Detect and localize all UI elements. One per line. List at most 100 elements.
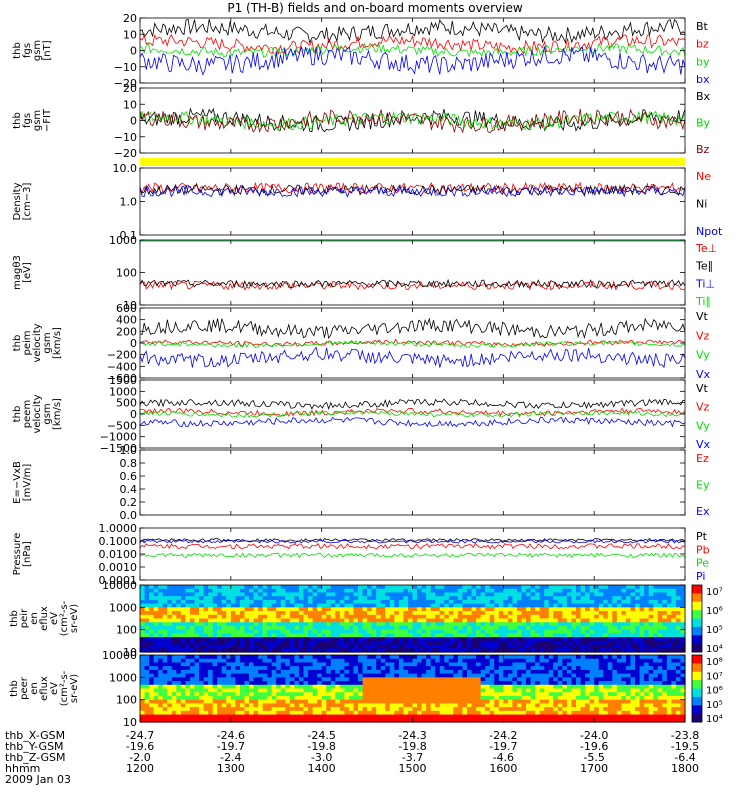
spectrogram-cell [212, 607, 218, 612]
spectrogram-cell [462, 677, 468, 682]
spectrogram-cell [312, 607, 318, 612]
spectrogram-cell [435, 596, 441, 601]
spectrogram-cell [239, 666, 246, 671]
spectrogram-cell [426, 662, 432, 667]
spectrogram-cell [657, 666, 663, 671]
spectrogram-cell [562, 692, 568, 697]
spectrogram-cell [635, 611, 641, 616]
spectrogram-cell [421, 592, 427, 597]
spectrogram-cell [662, 622, 668, 627]
spectrogram-cell [203, 699, 209, 704]
spectrogram-cell [330, 707, 336, 712]
spectrogram-cell [412, 703, 418, 708]
spectrogram-cell [298, 688, 305, 693]
spectrogram-cell [176, 633, 182, 638]
spectrogram-cell [321, 684, 327, 690]
spectrogram-cell [494, 622, 500, 627]
spectrogram-cell [185, 662, 191, 667]
spectrogram-cell [662, 703, 668, 708]
spectrogram-cell [553, 588, 559, 594]
spectrogram-cell [657, 699, 663, 704]
spectrogram-cell [217, 607, 223, 612]
spectrogram-cell [376, 703, 382, 708]
spectrogram-cell [153, 681, 159, 686]
spectrogram-cell [426, 714, 432, 719]
spectrogram-cell [412, 637, 418, 642]
legend-entry: Pt [696, 530, 708, 543]
spectrogram-cell [530, 633, 536, 638]
spectrogram-cell [444, 625, 450, 631]
x-tick-label: 1800 [671, 762, 699, 775]
colorbar-segment [692, 635, 702, 645]
spectrogram-cell [212, 637, 218, 642]
spectrogram-cell [258, 699, 264, 704]
spectrogram-cell [317, 625, 323, 631]
x-tick-label: -19.7 [217, 740, 245, 753]
spectrogram-cell [308, 592, 314, 597]
spectrogram-cell [203, 666, 209, 671]
spectrogram-cell [485, 718, 491, 723]
spectrogram-cell [212, 684, 218, 690]
spectrogram-cell [321, 710, 327, 716]
spectrogram-cell [666, 644, 672, 649]
spectrogram-cell [675, 599, 682, 605]
spectrogram-cell [680, 618, 686, 623]
spectrogram-cell [226, 695, 232, 701]
spectrogram-cell [539, 625, 545, 631]
spectrogram-cell [308, 692, 314, 697]
spectrogram-cell [457, 603, 464, 608]
spectrogram-cell [494, 648, 500, 653]
spectrogram-cell [453, 599, 459, 605]
spectrogram-cell [589, 629, 595, 634]
spectrogram-cell [621, 633, 627, 638]
spectrogram-cell [194, 633, 200, 638]
spectrogram-cell [503, 677, 509, 682]
spectrogram-cell [566, 681, 573, 686]
spectrogram-cell [666, 607, 672, 612]
spectrogram-cell [253, 622, 259, 627]
spectrogram-cell [326, 703, 332, 708]
spectrogram-cell [339, 596, 345, 601]
spectrogram-cell [467, 622, 473, 627]
spectrogram-cell [176, 629, 182, 634]
spectrogram-cell [503, 658, 509, 664]
spectrogram-cell [321, 596, 327, 601]
spectrogram-cell [144, 592, 150, 597]
spectrogram-cell [353, 596, 359, 601]
spectrogram-cell [512, 611, 518, 616]
spectrogram-cell [516, 710, 523, 716]
spectrogram-cell [317, 677, 323, 682]
spectrogram-cell [653, 699, 659, 704]
spectrogram-cell [144, 673, 150, 678]
spectrogram-cell [444, 703, 450, 708]
spectrogram-cell [258, 592, 264, 597]
spectrogram-cell [362, 629, 368, 634]
y-axis-label: gsm [42, 403, 53, 424]
spectrogram-cell [498, 637, 504, 642]
spectrogram-cell [430, 703, 436, 708]
spectrogram-cell [494, 699, 500, 704]
spectrogram-cell [616, 673, 623, 678]
spectrogram-cell [294, 677, 300, 682]
spectrogram-cell [344, 648, 350, 653]
spectrogram-cell [666, 655, 672, 660]
spectrogram-cell [666, 658, 672, 664]
spectrogram-cell [512, 658, 518, 664]
spectrogram-cell [403, 614, 409, 620]
spectrogram-cell [249, 692, 255, 697]
y-tick-label: 0.1 [120, 229, 138, 242]
spectrogram-cell [167, 710, 173, 716]
spectrogram-cell [162, 699, 168, 704]
spectrogram-cell [467, 633, 473, 638]
spectrogram-cell [566, 622, 573, 627]
spectrogram-cell [280, 614, 286, 620]
spectrogram-cell [230, 603, 236, 608]
spectrogram-cell [498, 710, 504, 716]
spectrogram-cell [171, 662, 177, 667]
spectrogram-cell [412, 611, 418, 616]
spectrogram-cell [444, 673, 450, 678]
spectrogram-cell [280, 611, 286, 616]
spectrogram-cell [326, 596, 332, 601]
spectrogram-cell [371, 588, 377, 594]
spectrogram-cell [480, 633, 486, 638]
